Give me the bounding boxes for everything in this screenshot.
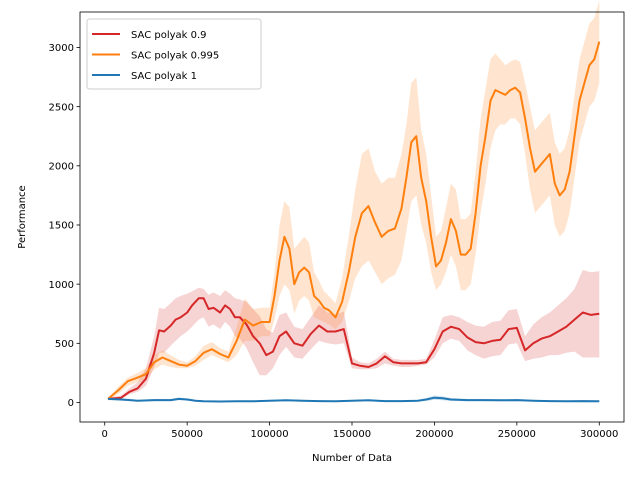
- y-tick-label: 1500: [49, 221, 74, 232]
- series-line-sac-polyak-0-995: [107, 41, 601, 400]
- series-lines: [107, 41, 601, 403]
- x-tick-label: 50000: [171, 429, 203, 440]
- x-axis-ticks: 0 50000 100000 150000 200000 250000 300000: [102, 422, 618, 440]
- y-axis-ticks: 0 500 1000 1500 2000 2500 3000: [49, 43, 80, 409]
- y-axis-label: Performance: [17, 185, 28, 248]
- y-tick-label: 2500: [49, 102, 74, 113]
- y-tick-label: 2000: [49, 161, 74, 172]
- legend-label: SAC polyak 0.995: [131, 51, 219, 62]
- x-tick-label: 100000: [250, 429, 288, 440]
- legend: SAC polyak 0.9 SAC polyak 0.995 SAC polyak…: [86, 18, 262, 90]
- series-line-sac-polyak-1: [107, 396, 600, 403]
- legend-label: SAC polyak 0.9: [131, 30, 207, 41]
- y-tick-label: 3000: [49, 43, 74, 54]
- y-tick-label: 0: [68, 398, 74, 409]
- x-tick-label: 150000: [333, 429, 371, 440]
- series-line-sac-polyak-0-9: [107, 297, 600, 400]
- legend-box: [86, 18, 262, 90]
- y-tick-label: 500: [55, 339, 74, 350]
- x-tick-label: 0: [102, 429, 108, 440]
- y-tick-label: 1000: [49, 280, 74, 291]
- x-tick-label: 200000: [415, 429, 453, 440]
- x-axis-label: Number of Data: [312, 453, 392, 464]
- legend-label: SAC polyak 1: [131, 71, 197, 82]
- x-tick-label: 300000: [580, 429, 618, 440]
- x-tick-label: 250000: [498, 429, 536, 440]
- band-sac-polyak-0-9: [108, 270, 600, 401]
